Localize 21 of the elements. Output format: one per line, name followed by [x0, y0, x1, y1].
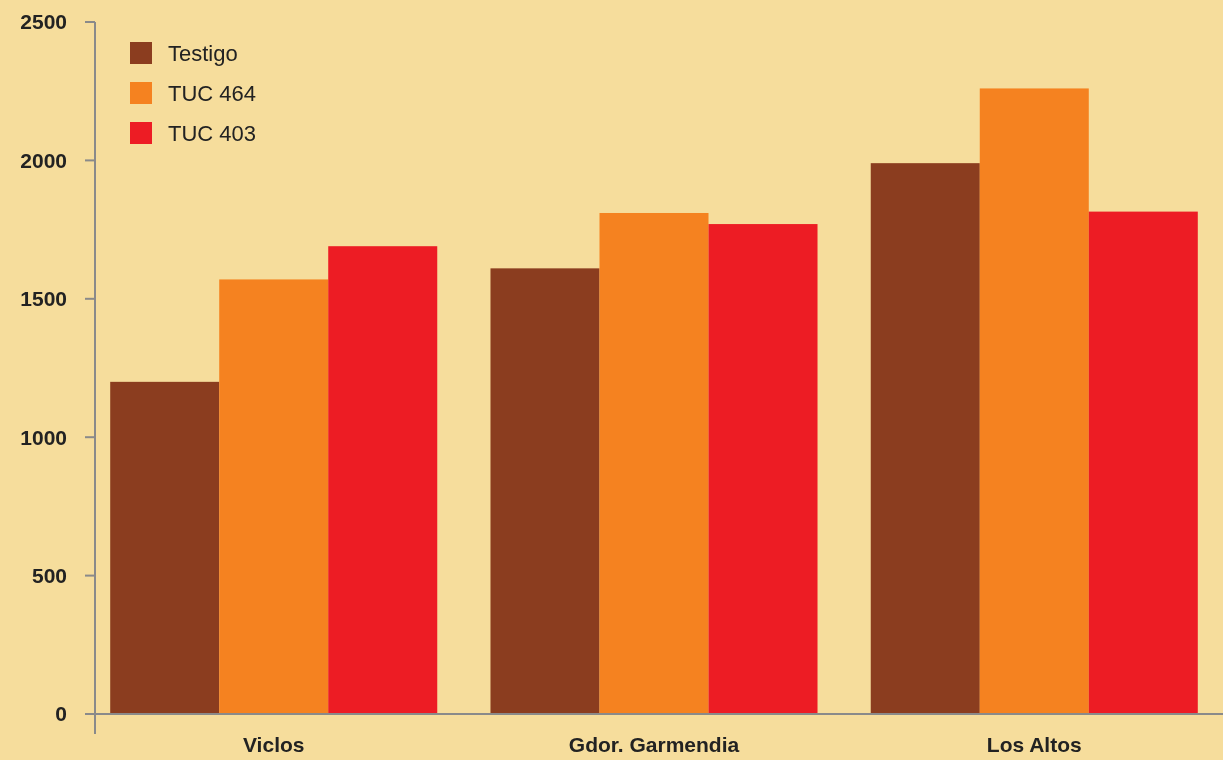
bar	[328, 246, 438, 714]
bar	[599, 212, 709, 714]
bar	[708, 224, 818, 714]
legend-label: TUC 403	[168, 120, 257, 146]
y-tick-label: 500	[31, 563, 67, 587]
x-tick-label: Viclos	[242, 733, 305, 756]
legend-label: Testigo	[168, 40, 238, 66]
y-tick-label: 2000	[20, 148, 67, 172]
bar	[110, 381, 220, 714]
bar	[870, 163, 980, 714]
bar	[490, 268, 600, 714]
y-tick-label: 2500	[20, 10, 67, 34]
x-tick-label: Los Altos	[986, 733, 1082, 756]
y-tick-label: 1000	[20, 425, 67, 449]
y-tick-label: 1500	[20, 287, 67, 311]
x-tick-label: Gdor. Garmendia	[568, 733, 740, 756]
y-tick-label: 0	[55, 702, 67, 726]
bar	[1088, 211, 1198, 714]
bar	[979, 88, 1089, 714]
legend-label: TUC 464	[168, 80, 257, 106]
bar	[219, 279, 329, 714]
